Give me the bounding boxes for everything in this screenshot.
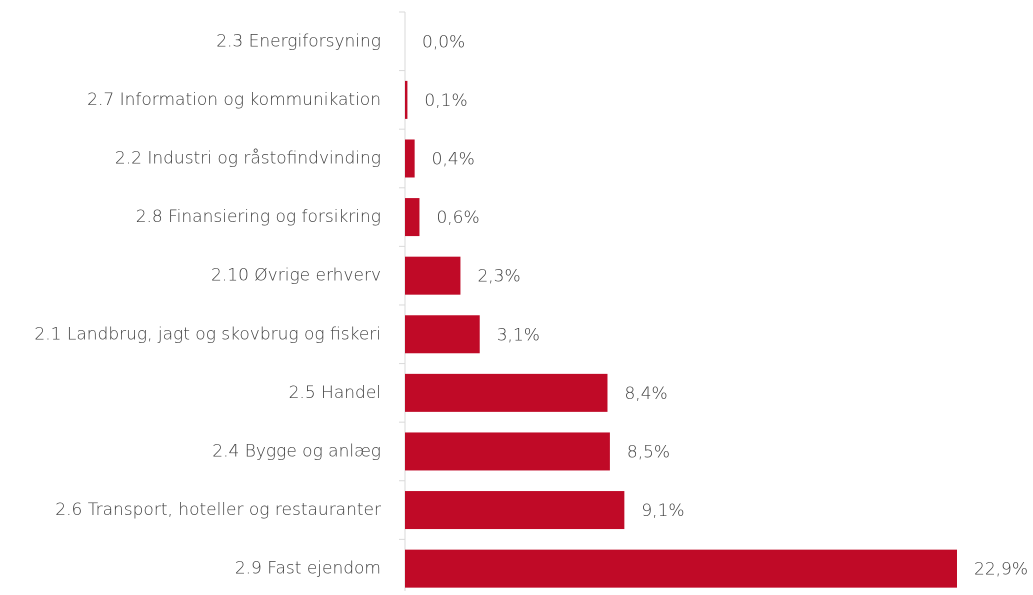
data-label: 8,4% bbox=[624, 384, 667, 404]
bar bbox=[405, 256, 461, 295]
bar bbox=[405, 139, 415, 178]
category-label: 2.6 Transport, hoteller og restauranter bbox=[55, 500, 381, 520]
category-label: 2.7 Information og kommunikation bbox=[87, 90, 381, 110]
category-label: 2.4 Bygge og anlæg bbox=[212, 441, 381, 461]
data-label: 0,6% bbox=[436, 208, 479, 228]
bar bbox=[405, 315, 480, 354]
category-label: 2.5 Handel bbox=[289, 383, 381, 403]
category-label: 2.9 Fast ejendom bbox=[235, 559, 381, 579]
bar bbox=[405, 373, 608, 412]
data-label: 0,0% bbox=[422, 32, 465, 52]
bar bbox=[405, 549, 957, 588]
data-label: 3,1% bbox=[497, 325, 540, 345]
category-label: 2.10 Øvrige erhverv bbox=[211, 266, 381, 286]
bar bbox=[405, 432, 610, 471]
category-label: 2.2 Industri og råstofindvinding bbox=[115, 147, 381, 168]
data-label: 22,9% bbox=[974, 560, 1028, 580]
category-label: 2.1 Landbrug, jagt og skovbrug og fisker… bbox=[34, 324, 381, 344]
data-label: 9,1% bbox=[641, 501, 684, 521]
data-label: 2,3% bbox=[477, 267, 520, 287]
category-label: 2.3 Energiforsyning bbox=[216, 31, 381, 51]
bar bbox=[405, 491, 625, 530]
bar bbox=[405, 198, 420, 237]
data-label: 0,1% bbox=[424, 91, 467, 111]
bar bbox=[405, 80, 408, 119]
data-label: 8,5% bbox=[627, 442, 670, 462]
category-label: 2.8 Finansiering og forsikring bbox=[136, 207, 381, 227]
data-label: 0,4% bbox=[432, 149, 475, 169]
